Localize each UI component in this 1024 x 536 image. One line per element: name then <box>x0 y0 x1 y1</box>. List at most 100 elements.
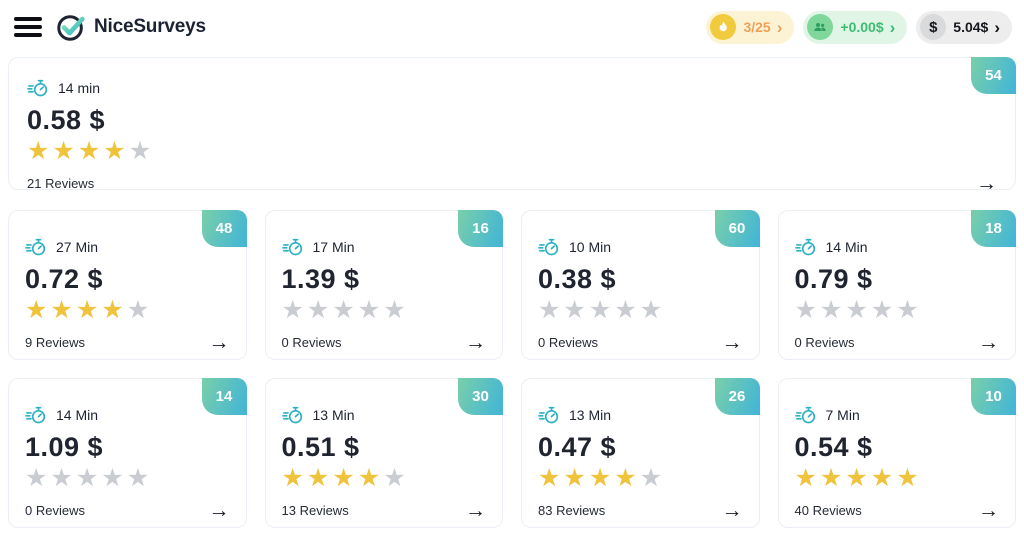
hamburger-bar <box>14 17 42 21</box>
survey-payout: 0.79 $ <box>794 264 873 294</box>
survey-card[interactable]: 54 14 min 0.58 $ ★ ★ ★ ★ ★ 21 Reviews → <box>8 57 1016 194</box>
star-icon: ★ <box>819 464 843 492</box>
stopwatch-icon <box>538 237 560 257</box>
survey-payout: 0.51 $ <box>281 432 360 462</box>
available-count-badge: 30 <box>458 378 503 415</box>
arrow-right-icon[interactable]: → <box>465 499 486 522</box>
rating-stars: ★ ★ ★ ★ ★ <box>25 466 230 491</box>
referral-earnings-pill[interactable]: +0.00$ › <box>803 10 908 44</box>
header-status-pills: 3/25 › +0.00$ › $ 5.04$ › <box>706 10 1012 44</box>
arrow-right-icon[interactable]: → <box>721 331 743 354</box>
star-icon: ★ <box>896 464 919 492</box>
stopwatch-icon <box>281 237 304 257</box>
rating-stars: ★ ★ ★ ★ ★ <box>25 298 230 323</box>
survey-card[interactable]: 60 10 Min 0.38 $ ★ ★ ★ ★ ★ 0 Reviews → <box>521 210 760 360</box>
star-icon: ★ <box>538 464 561 492</box>
star-icon: ★ <box>306 464 330 492</box>
star-icon: ★ <box>27 137 50 165</box>
survey-card[interactable]: 14 14 Min 1.09 $ ★ ★ ★ ★ ★ 0 Reviews → <box>8 378 247 528</box>
featured-survey-section: 54 14 min 0.58 $ ★ ★ ★ ★ ★ 21 Reviews → <box>8 57 1016 194</box>
app-logo[interactable]: NiceSurveys <box>56 12 206 42</box>
survey-duration: 13 Min <box>312 407 355 423</box>
rating-stars: ★ ★ ★ ★ ★ <box>282 466 487 491</box>
reviews-count: 13 Reviews <box>281 503 349 518</box>
reviews-count: 83 Reviews <box>538 503 606 518</box>
hamburger-menu-button[interactable] <box>14 17 42 37</box>
flame-icon <box>710 14 737 40</box>
arrow-right-icon[interactable]: → <box>208 331 230 354</box>
survey-payout: 1.39 $ <box>281 264 360 294</box>
arrow-right-icon[interactable]: → <box>721 499 743 522</box>
available-count-badge: 14 <box>201 378 247 415</box>
streak-count: 3/25 <box>743 19 771 35</box>
reviews-count: 21 Reviews <box>27 176 95 191</box>
survey-payout: 0.72 $ <box>25 264 104 294</box>
available-count-badge: 54 <box>971 57 1016 94</box>
survey-card[interactable]: 18 14 Min 0.79 $ ★ ★ ★ ★ ★ 0 Reviews → <box>777 210 1016 360</box>
star-icon: ★ <box>870 464 894 492</box>
survey-card[interactable]: 30 13 Min 0.51 $ ★ ★ ★ ★ ★ 13 Reviews → <box>264 378 503 528</box>
survey-duration-row: 10 Min <box>538 237 743 257</box>
survey-payout: 0.58 $ <box>27 105 106 135</box>
star-icon: ★ <box>357 464 381 492</box>
hamburger-bar <box>14 33 42 37</box>
stopwatch-icon <box>538 405 560 425</box>
survey-duration-row: 13 Min <box>281 405 487 425</box>
star-icon: ★ <box>50 464 73 492</box>
card-footer: 0 Reviews → <box>795 332 1000 353</box>
star-icon: ★ <box>281 464 304 492</box>
reviews-count: 40 Reviews <box>794 503 862 518</box>
card-footer: 9 Reviews → <box>25 332 230 353</box>
survey-list: 54 14 min 0.58 $ ★ ★ ★ ★ ★ 21 Reviews → <box>0 54 1024 528</box>
star-icon: ★ <box>332 296 355 324</box>
survey-card[interactable]: 48 27 Min 0.72 $ ★ ★ ★ ★ ★ 9 Reviews → <box>8 210 247 360</box>
star-icon: ★ <box>101 464 124 492</box>
star-icon: ★ <box>52 137 75 165</box>
rating-stars: ★ ★ ★ ★ ★ <box>538 298 743 323</box>
survey-duration-row: 7 Min <box>794 405 1000 425</box>
stopwatch-icon <box>794 405 817 425</box>
star-icon: ★ <box>845 464 868 492</box>
survey-duration-row: 27 Min <box>25 237 230 257</box>
available-count-badge: 16 <box>458 210 503 247</box>
card-footer: 40 Reviews → <box>795 500 1000 521</box>
available-count-badge: 60 <box>714 210 760 247</box>
star-icon: ★ <box>896 296 919 324</box>
card-footer: 13 Reviews → <box>282 500 487 521</box>
rating-stars: ★ ★ ★ ★ ★ <box>27 139 997 164</box>
star-icon: ★ <box>614 296 637 324</box>
stopwatch-icon <box>25 237 47 257</box>
arrow-right-icon[interactable]: → <box>978 331 999 354</box>
star-icon: ★ <box>103 137 126 165</box>
survey-payout: 1.09 $ <box>25 432 104 462</box>
reviews-count: 0 Reviews <box>25 503 85 518</box>
arrow-right-icon[interactable]: → <box>465 331 486 354</box>
stopwatch-icon <box>25 405 47 425</box>
survey-card[interactable]: 10 7 Min 0.54 $ ★ ★ ★ ★ ★ 40 Reviews → <box>777 378 1016 528</box>
stopwatch-icon <box>281 405 304 425</box>
arrow-right-icon[interactable]: → <box>976 172 997 195</box>
star-icon: ★ <box>639 464 663 492</box>
survey-card[interactable]: 26 13 Min 0.47 $ ★ ★ ★ ★ ★ 83 Reviews → <box>521 378 760 528</box>
chevron-right-icon: › <box>889 17 896 37</box>
star-icon: ★ <box>128 137 152 165</box>
star-icon: ★ <box>383 464 406 492</box>
hamburger-bar <box>14 25 42 29</box>
star-icon: ★ <box>563 296 586 324</box>
rating-stars: ★ ★ ★ ★ ★ <box>795 466 1000 491</box>
star-icon: ★ <box>332 464 355 492</box>
balance-pill[interactable]: $ 5.04$ › <box>916 10 1012 44</box>
star-icon: ★ <box>281 296 304 324</box>
star-icon: ★ <box>75 464 99 492</box>
arrow-right-icon[interactable]: → <box>208 499 230 522</box>
survey-card[interactable]: 16 17 Min 1.39 $ ★ ★ ★ ★ ★ 0 Reviews → <box>264 210 503 360</box>
streak-pill[interactable]: 3/25 › <box>706 10 795 44</box>
balance-value: 5.04$ <box>953 19 989 35</box>
rating-stars: ★ ★ ★ ★ ★ <box>795 298 1000 323</box>
star-icon: ★ <box>794 464 817 492</box>
star-icon: ★ <box>819 296 843 324</box>
survey-duration: 13 Min <box>569 407 612 423</box>
arrow-right-icon[interactable]: → <box>978 499 999 522</box>
survey-duration: 14 min <box>58 80 101 96</box>
survey-duration: 17 Min <box>312 239 355 255</box>
